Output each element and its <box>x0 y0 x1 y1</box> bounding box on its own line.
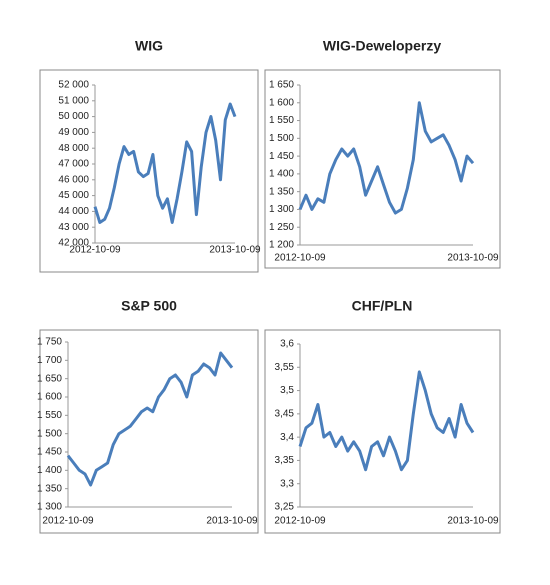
series-line <box>93 102 237 224</box>
y-tick-label: 1 300 <box>269 204 294 215</box>
chart-title: WIG <box>135 38 163 54</box>
y-tick-label: 1 450 <box>37 447 62 458</box>
y-tick-label: 1 400 <box>37 465 62 476</box>
chart-title: CHF/PLN <box>352 298 413 314</box>
y-tick-label: 3,6 <box>280 339 294 350</box>
chart-title: WIG-Deweloperzy <box>323 38 441 54</box>
panel-frame <box>264 69 501 269</box>
y-tick-label: 3,25 <box>275 502 295 513</box>
y-tick-label: 1 350 <box>269 186 294 197</box>
y-tick-label: 1 300 <box>37 502 62 513</box>
x-tick-label: 2012-10-09 <box>42 516 94 527</box>
panel-frame <box>39 329 259 534</box>
series-line <box>298 370 475 472</box>
y-tick-label: 3,45 <box>275 408 295 419</box>
y-tick-label: 1 350 <box>37 483 62 494</box>
series-line <box>66 351 234 487</box>
y-tick-label: 44 000 <box>58 206 89 217</box>
y-tick-label: 42 000 <box>58 238 89 249</box>
y-tick-label: 3,3 <box>280 478 294 489</box>
y-tick-label: 43 000 <box>58 222 89 233</box>
y-tick-label: 50 000 <box>58 111 89 122</box>
x-tick-label: 2013-10-09 <box>206 516 258 527</box>
y-tick-label: 1 250 <box>269 222 294 233</box>
x-tick-label: 2012-10-09 <box>274 253 326 264</box>
y-tick-label: 3,55 <box>275 362 295 373</box>
y-tick-label: 1 600 <box>269 97 294 108</box>
x-tick-label: 2012-10-09 <box>274 516 326 527</box>
series-line <box>298 101 475 215</box>
x-tick-label: 2013-10-09 <box>447 516 499 527</box>
x-tick-label: 2013-10-09 <box>447 253 499 264</box>
y-tick-label: 1 550 <box>269 115 294 126</box>
chart-title: S&P 500 <box>121 298 177 314</box>
y-tick-label: 3,5 <box>280 385 294 396</box>
y-tick-label: 48 000 <box>58 143 89 154</box>
y-tick-label: 1 700 <box>37 355 62 366</box>
y-tick-label: 1 650 <box>37 373 62 384</box>
x-tick-label: 2013-10-09 <box>209 245 261 256</box>
y-tick-label: 51 000 <box>58 95 89 106</box>
y-tick-label: 1 650 <box>269 80 294 91</box>
y-tick-label: 1 400 <box>269 169 294 180</box>
x-tick-label: 2012-10-09 <box>69 245 121 256</box>
y-tick-label: 47 000 <box>58 159 89 170</box>
y-tick-label: 1 550 <box>37 410 62 421</box>
y-tick-label: 52 000 <box>58 80 89 91</box>
y-tick-label: 1 500 <box>269 133 294 144</box>
y-tick-label: 1 750 <box>37 337 62 348</box>
y-tick-label: 45 000 <box>58 190 89 201</box>
y-tick-label: 46 000 <box>58 174 89 185</box>
y-tick-label: 3,35 <box>275 455 295 466</box>
y-tick-label: 1 450 <box>269 151 294 162</box>
y-tick-label: 3,4 <box>280 432 294 443</box>
y-tick-label: 1 200 <box>269 240 294 251</box>
y-tick-label: 1 600 <box>37 392 62 403</box>
y-tick-label: 1 500 <box>37 428 62 439</box>
y-tick-label: 49 000 <box>58 127 89 138</box>
